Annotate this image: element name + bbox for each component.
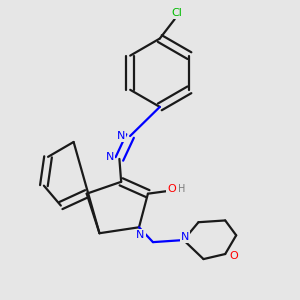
Text: N: N xyxy=(106,152,114,162)
Text: N: N xyxy=(116,131,125,141)
Text: H: H xyxy=(178,184,185,194)
Text: O: O xyxy=(230,251,239,261)
Text: N: N xyxy=(181,232,189,242)
Text: N: N xyxy=(136,230,145,240)
Text: Cl: Cl xyxy=(171,8,182,18)
Text: O: O xyxy=(167,184,176,194)
